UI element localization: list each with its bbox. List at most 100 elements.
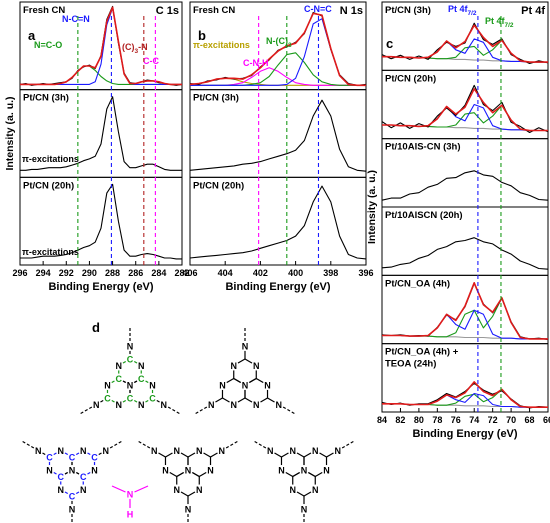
atom-label: N [104, 380, 111, 390]
atom-background [125, 341, 135, 351]
subplot-frame [189, 176, 367, 266]
atom-label: N [289, 485, 296, 495]
atom-label: N [138, 400, 145, 410]
x-tick-label: 396 [358, 268, 373, 278]
atom-background [33, 445, 44, 456]
atom-label: N [196, 446, 203, 456]
bond [105, 440, 122, 452]
atom-label: N [278, 465, 285, 475]
atom-label: N [242, 341, 249, 351]
atom-label: N [208, 400, 215, 410]
atom-label: C [69, 491, 76, 501]
atom-background [217, 380, 228, 390]
subplot-title: Pt/CN (3h) [23, 93, 69, 104]
annotation-subscript: 3 [288, 42, 292, 49]
x-tick-label: 294 [36, 268, 51, 278]
annotation: N-(C)3 [266, 36, 292, 49]
subplot-title: Pt/CN_OA (4h) [385, 278, 450, 289]
atom-label: C [138, 374, 145, 384]
atom-background [251, 399, 262, 410]
x-tick-label: 80 [414, 415, 424, 425]
atom-label: N [127, 489, 134, 499]
subplot-title: Pt/10AlSCN (20h) [385, 210, 463, 221]
bond [254, 440, 271, 452]
atom-background [44, 452, 55, 462]
annotation: C-C [143, 56, 159, 66]
atom-background [67, 452, 77, 462]
atom-label: N [230, 361, 237, 371]
atom-label: N [289, 446, 296, 456]
atom-label: N [115, 400, 122, 410]
annotation: C-N=C [304, 4, 332, 14]
atom-label: N [161, 400, 168, 410]
atom-label: N [301, 465, 308, 475]
atom-label: N [253, 361, 260, 371]
annotation: π-excitations [193, 40, 250, 50]
atom-background [125, 393, 135, 403]
atom-label: C [57, 472, 64, 482]
y-axis-label: Intensity (a. u.) [366, 170, 378, 244]
annotation-text: N-(C) [266, 36, 288, 46]
annotation: N=C-O [34, 40, 62, 50]
subplot-title: Pt/CN (3h) [385, 5, 431, 16]
atom-label: C [69, 452, 76, 462]
annotation-text: C-N-H [243, 58, 269, 68]
x-tick-label: 292 [59, 268, 74, 278]
spectrum-line [381, 237, 549, 270]
element-label: N 1s [340, 5, 363, 17]
atom-label: N [207, 465, 214, 475]
atom-background [55, 471, 66, 482]
subplot-title: Pt/CN (20h) [193, 180, 244, 191]
atom-background [136, 399, 147, 410]
atom-background [276, 465, 287, 475]
atom-label: N [80, 446, 87, 456]
atom-label: C [91, 452, 98, 462]
atom-background [299, 504, 309, 514]
subplot-title: Fresh CN [193, 5, 235, 16]
subplot-title: TEOA (24h) [385, 359, 436, 370]
atom-background [287, 445, 298, 456]
atom-background [125, 489, 135, 499]
subplot-title: Fresh CN [23, 5, 65, 16]
atom-label: N [35, 446, 42, 456]
bond [22, 440, 39, 452]
atom-background [194, 445, 205, 456]
atom-label: N [230, 400, 237, 410]
atom-background [183, 465, 193, 475]
atom-background [102, 380, 113, 390]
spectrum-line [382, 392, 548, 408]
atom-label: N [69, 465, 76, 475]
atom-label: C [104, 393, 111, 403]
element-label: C 1s [156, 5, 179, 17]
atom-background [67, 504, 77, 514]
spectrum-line [381, 170, 549, 201]
atom-label: N [267, 446, 274, 456]
atom-background [228, 399, 239, 410]
annotation-subscript: 3 [135, 48, 139, 55]
atom-background [160, 465, 171, 475]
x-tick-label: 284 [151, 268, 166, 278]
atom-label: C [115, 374, 122, 384]
atom-background [321, 465, 332, 475]
spectrum-line [189, 185, 367, 260]
atom-label: N [301, 504, 308, 514]
atom-background [251, 360, 262, 371]
subplot-title: Pt/10AlS-CN (3h) [385, 142, 460, 153]
bond [80, 403, 97, 415]
atom-background [55, 445, 66, 456]
atom-background [125, 354, 135, 364]
annotation-text: π-excitations [22, 154, 79, 164]
element-label: Pt 4f [521, 5, 545, 17]
annotation-subscript: 7/2 [505, 22, 514, 29]
annotation-text: (C) [122, 42, 135, 52]
atom-background [78, 445, 89, 456]
spectrum-line [381, 84, 549, 134]
atom-label: N [115, 361, 122, 371]
atom-label: N [264, 380, 271, 390]
atom-background [100, 445, 111, 456]
atom-label: N [196, 485, 203, 495]
atom-label: N [149, 380, 156, 390]
spectrum-line [382, 88, 548, 132]
